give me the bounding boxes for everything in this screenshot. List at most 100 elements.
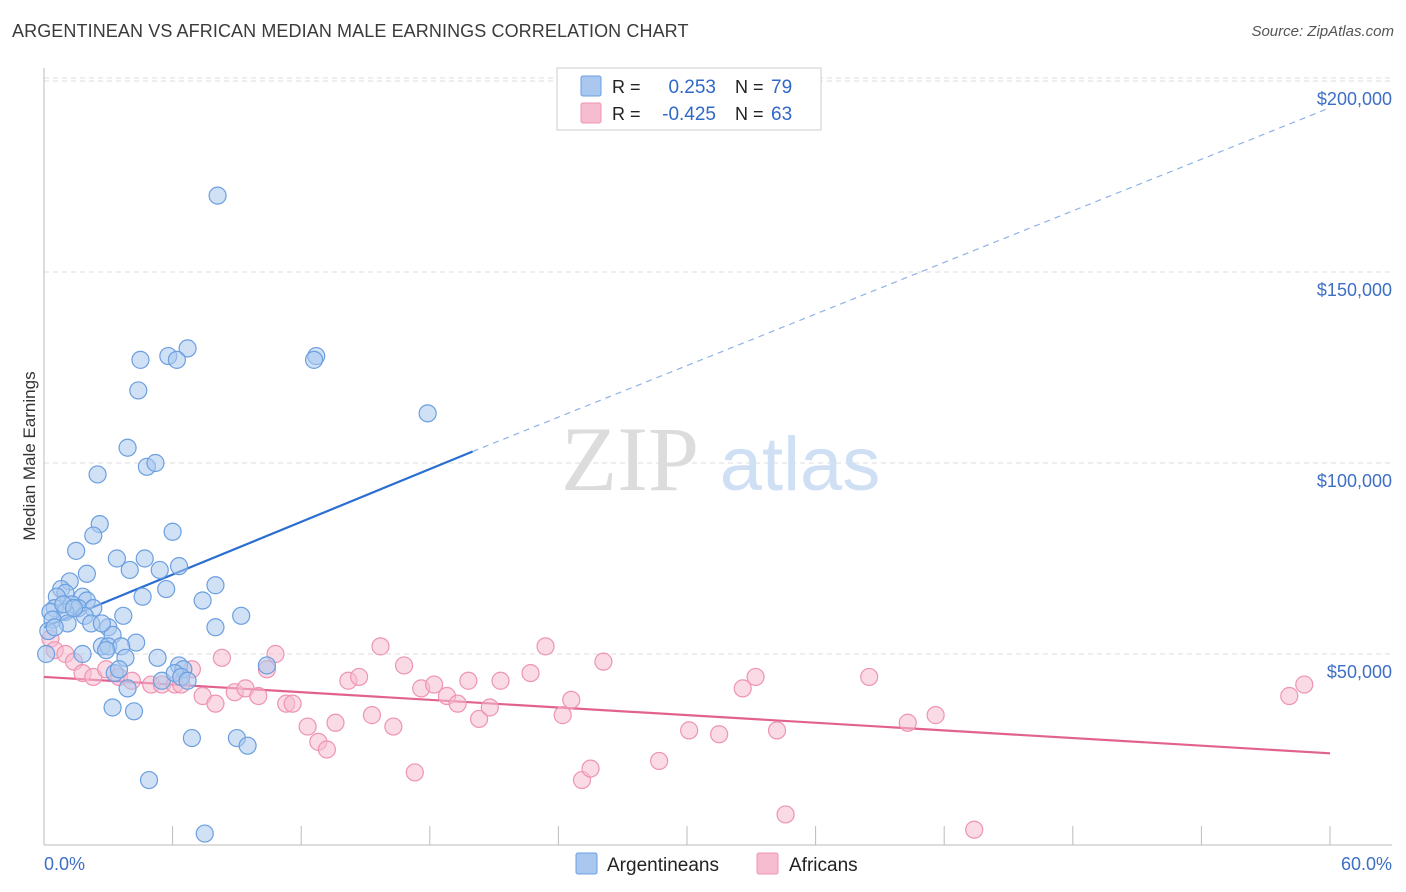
argentineans-point-54	[97, 641, 116, 660]
y-tick-label-1: $100,000	[1317, 471, 1392, 491]
argentineans-point-3	[131, 350, 150, 369]
africans-point-62	[1295, 675, 1314, 694]
argentineans-point-68	[124, 702, 144, 721]
legend-r-value-pink: -0.425	[662, 104, 716, 125]
argentineans-point-8	[129, 381, 148, 400]
africans-point-23	[283, 694, 302, 713]
africans-point-42	[491, 671, 510, 690]
argentineans-point-32	[193, 591, 212, 610]
legend-n-value-blue: 79	[771, 77, 792, 98]
africans-point-15	[206, 694, 225, 713]
legend-swatch-pink	[580, 102, 602, 124]
x-axis-ticks	[43, 826, 1331, 845]
africans-point-55	[767, 721, 787, 740]
africans-point-53	[733, 679, 752, 698]
argentineans-point-20	[120, 560, 139, 580]
argentineans-point-66	[118, 679, 137, 698]
watermark-zip: ZIP	[561, 408, 699, 510]
argentineans-point-10	[88, 465, 107, 484]
argentineans-point-17	[107, 549, 126, 568]
argentineans-point-75	[92, 614, 111, 633]
africans-point-27	[326, 713, 345, 732]
africans-point-46	[562, 690, 581, 709]
argentineans-point-26	[206, 576, 225, 595]
argentineans-point-6	[304, 350, 324, 369]
argentineans-point-16	[67, 541, 86, 560]
legend-n-label-blue: N =	[735, 77, 764, 97]
argentineans-point-1	[178, 339, 197, 358]
argentineans-point-21	[150, 560, 169, 580]
legend-n-label-pink: N =	[735, 104, 764, 124]
y-axis-label: Median Male Earnings	[20, 371, 39, 540]
argentineans-point-72	[139, 770, 159, 790]
argentineans-trend-extension	[472, 107, 1331, 453]
africans-point-44	[536, 637, 555, 656]
africans-point-41	[480, 698, 499, 717]
africans-point-43	[521, 663, 540, 683]
africans-point-24	[298, 717, 317, 736]
africans-point-34	[405, 763, 424, 782]
argentineans-point-4	[167, 350, 186, 369]
argentineans-point-48	[45, 618, 64, 637]
africans-point-30	[362, 706, 382, 725]
chart-title: ARGENTINEAN VS AFRICAN MEDIAN MALE EARNI…	[12, 21, 689, 41]
argentineans-point-71	[238, 736, 257, 755]
argentineans-point-73	[195, 824, 214, 843]
argentineans-point-50	[127, 633, 146, 652]
argentineans-point-60	[257, 656, 277, 675]
africans-point-45	[553, 706, 572, 725]
africans-point-59	[926, 706, 945, 725]
legend-n-value-pink: 63	[771, 104, 792, 125]
africans-point-50	[650, 751, 669, 771]
x-tick-label-min: 0.0%	[44, 854, 85, 874]
argentineans-point-22	[169, 557, 189, 576]
argentineans-point-9	[118, 438, 137, 457]
y-tick-labels: $50,000 $100,000 $150,000 $200,000	[1317, 89, 1392, 682]
africans-point-56	[776, 805, 795, 824]
argentineans-point-7	[418, 404, 437, 423]
africans-point-48	[581, 759, 600, 778]
argentineans-trend-line	[43, 450, 474, 629]
argentineans-point-58	[148, 648, 167, 667]
argentineans-point-78	[109, 660, 129, 679]
argentineans-point-14	[163, 522, 182, 541]
x-tick-label-max: 60.0%	[1341, 854, 1392, 874]
argentineans-point-67	[103, 698, 122, 717]
y-tick-label-0: $50,000	[1327, 662, 1392, 682]
bottom-legend-label-pink: Africans	[789, 855, 858, 876]
watermark-atlas: atlas	[720, 422, 881, 507]
watermark: ZIP atlas	[561, 408, 880, 510]
argentineans-point-15	[84, 526, 103, 545]
argentineans-point-19	[77, 564, 96, 583]
chart-source: Source: ZipAtlas.com	[1251, 23, 1394, 40]
africans-point-51	[680, 721, 699, 740]
africans-point-26	[317, 740, 337, 759]
africans-point-54	[746, 667, 765, 687]
argentineans-point-40	[114, 606, 133, 625]
argentineans-point-69	[182, 728, 201, 748]
africans-point-52	[710, 725, 729, 744]
argentineans-point-31	[133, 587, 152, 606]
africans-point-61	[1280, 686, 1299, 706]
africans-point-57	[860, 667, 879, 687]
argentineans-point-46	[206, 618, 225, 637]
y-tick-label-2: $150,000	[1317, 280, 1392, 300]
africans-point-33	[394, 656, 414, 675]
argentineans-point-77	[178, 671, 197, 690]
bottom-legend-swatch-pink	[756, 852, 779, 875]
africans-point-60	[965, 820, 984, 839]
argentineans-point-18	[135, 549, 154, 568]
africans-point-29	[349, 667, 369, 687]
legend-r-label-pink: R =	[612, 104, 641, 124]
argentineans-point-12	[146, 453, 165, 473]
africans-point-16	[212, 648, 231, 667]
argentineans-point-25	[157, 579, 176, 599]
argentineans-point-55	[37, 644, 56, 664]
correlation-legend: R = 0.253 N = 79 R = -0.425 N = 63	[556, 67, 822, 131]
bottom-legend-label-blue: Argentineans	[607, 855, 719, 876]
africans-point-39	[459, 671, 478, 690]
argentineans-point-0	[208, 186, 227, 205]
africans-point-31	[371, 637, 390, 656]
africans-point-32	[384, 717, 403, 736]
